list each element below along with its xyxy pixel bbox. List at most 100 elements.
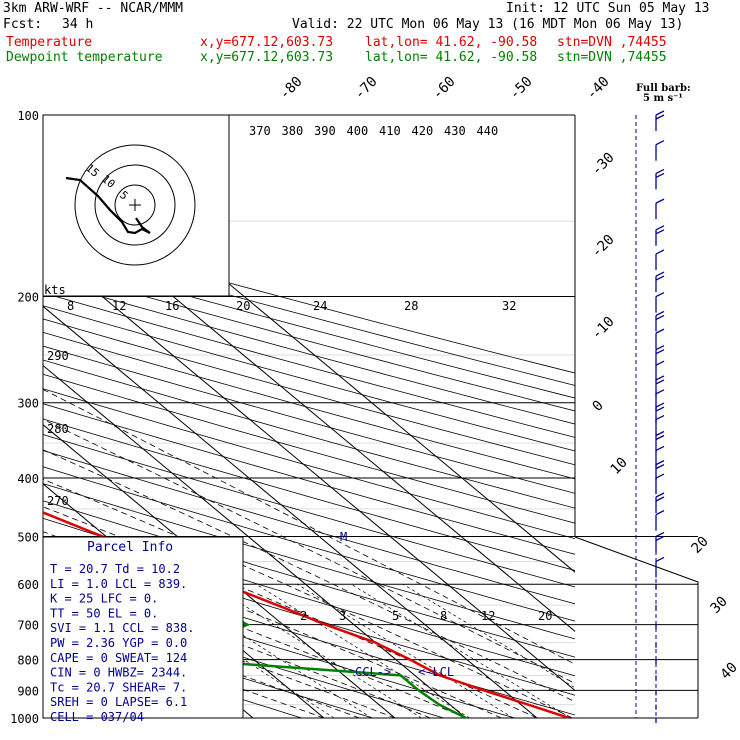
parcel-info-row: SREH = 0 LAPSE= 6.1 (50, 695, 187, 709)
wind-barb-flag (655, 198, 665, 204)
valid-time: Valid: 22 UTC Mon 06 May 13 (16 MDT Mon … (292, 17, 684, 32)
temperature-legend: Temperature (6, 35, 93, 50)
wind-barb-flag (655, 110, 665, 116)
wind-barb-flag (655, 345, 665, 351)
mixing-ratio-lines (128, 583, 575, 718)
isotherm-label: 30 (708, 594, 731, 617)
pressure-tick-label: 500 (17, 530, 39, 544)
mixing-ratio-label: 20 (236, 299, 250, 313)
wind-barb-flag (655, 291, 665, 298)
isotherm-label: -30 (589, 150, 618, 179)
barb-legend-line2: 5 m s⁻¹ (643, 93, 683, 104)
moist-adiabat (43, 531, 502, 718)
wind-barb-flag (655, 360, 665, 366)
pressure-tick-label: 800 (17, 654, 39, 668)
temp-latlon: lat,lon= 41.62, -90.58 (365, 35, 538, 50)
isotherm-label: -70 (352, 74, 381, 103)
temp-xy: x,y=677.12,603.73 (200, 35, 334, 50)
isotherm-label: -20 (589, 232, 618, 261)
theta-side-label: 270 (47, 494, 69, 508)
temp-station: stn=DVN ,74455 (557, 35, 667, 50)
wind-barb-flag (655, 375, 665, 381)
isotherm (43, 305, 538, 718)
moist-adiabat (43, 418, 575, 684)
pressure-tick-label: 300 (17, 397, 39, 411)
wind-barb-flag (655, 379, 665, 385)
init-time: Init: 12 UTC Sun 05 May 13 (506, 1, 710, 16)
mixing-ratio-line (210, 583, 422, 718)
wind-barb-flag (655, 510, 665, 516)
pressure-tick-label: 900 (17, 684, 39, 698)
mixing-ratio-line (402, 583, 575, 689)
mixing-ratio-label: 12 (112, 299, 126, 313)
dry-adiabat (43, 345, 575, 494)
pressure-tick-label: 100 (17, 109, 39, 123)
wind-barb-flag (655, 434, 665, 441)
parcel-info-row: PW = 2.36 YGP = 0.0 (50, 636, 187, 650)
wind-barb-flag (655, 229, 665, 235)
isotherm (43, 424, 396, 718)
wind-barb-flag (655, 464, 665, 470)
dry-adiabat (43, 450, 575, 605)
dry-adiabat (43, 466, 575, 622)
theta-side-label: 280 (47, 422, 69, 436)
dew-xy: x,y=677.12,603.73 (200, 50, 334, 65)
wind-barb-flag (655, 496, 665, 502)
wind-barb-flag (655, 406, 665, 412)
isotherm-label: 20 (689, 534, 712, 557)
barb-panel-outline (574, 536, 699, 718)
mixing-ratio-label: 12 (481, 609, 495, 623)
dry-adiabat (43, 613, 374, 718)
potential-temp-label: 410 (379, 124, 401, 138)
dry-adiabat (43, 267, 575, 412)
wind-barb-flag (655, 531, 665, 538)
hodograph-ring (114, 184, 156, 226)
wind-barb-flag (655, 389, 665, 395)
isotherm-label: -80 (277, 74, 306, 103)
dry-adiabat (43, 279, 575, 425)
isotherm-label: -60 (430, 74, 459, 103)
isotherm-label: 0 (590, 398, 607, 415)
hodograph-kts-label: kts (44, 283, 66, 297)
dry-adiabat (43, 255, 575, 399)
forecast-value: 34 h (62, 17, 94, 32)
hodograph-ring (94, 164, 176, 246)
dry-adiabat (43, 500, 575, 658)
dewpoint-legend: Dewpoint temperature (6, 50, 163, 65)
wind-barb-flag (655, 271, 665, 277)
parcel-info-row: K = 25 LFC = 0. (50, 592, 158, 606)
mixing-ratio-label: 28 (404, 299, 418, 313)
mixing-ratio-line (163, 583, 372, 718)
wind-barb-flag (655, 314, 665, 321)
pressure-tick-label: 400 (17, 472, 39, 486)
dry-adiabat (43, 292, 575, 438)
dry-adiabat (43, 305, 575, 452)
mixing-ratio-label: 5 (392, 609, 399, 623)
pressure-tick-label: 1000 (10, 712, 39, 726)
barb-legend-line1: Full barb: (636, 83, 691, 94)
moist-adiabat (43, 449, 575, 703)
wind-barb-flag (655, 225, 665, 231)
mixing-ratio-label: 3 (339, 609, 346, 623)
wind-barb-flag (655, 349, 665, 355)
wind-barb-flag (655, 430, 665, 437)
dew-station: stn=DVN ,74455 (557, 50, 667, 65)
parcel-info-row: CELL = 037/04 (50, 710, 144, 724)
pressure-tick-label: 700 (17, 619, 39, 633)
mixing-ratio-line (351, 583, 571, 718)
wind-barb-flag (655, 140, 665, 146)
isotherm-label: 10 (608, 455, 631, 478)
mixing-ratio-label: 2 (300, 609, 307, 623)
parcel-info-title: Parcel Info (87, 540, 173, 555)
wind-barb-flag (655, 114, 665, 120)
parcel-info-row: CIN = 0 HWBZ= 2344. (50, 666, 187, 680)
potential-temp-label: 420 (412, 124, 434, 138)
parcel-info-row: TT = 50 EL = 0. (50, 606, 158, 620)
dry-adiabat (43, 434, 575, 588)
dry-adiabat (43, 573, 517, 718)
dry-adiabat (43, 331, 575, 480)
parcel-info-row: LI = 1.0 LCL = 839. (50, 577, 187, 591)
dew-latlon: lat,lon= 41.62, -90.58 (365, 50, 538, 65)
mixing-ratio-label: 8 (67, 299, 74, 313)
